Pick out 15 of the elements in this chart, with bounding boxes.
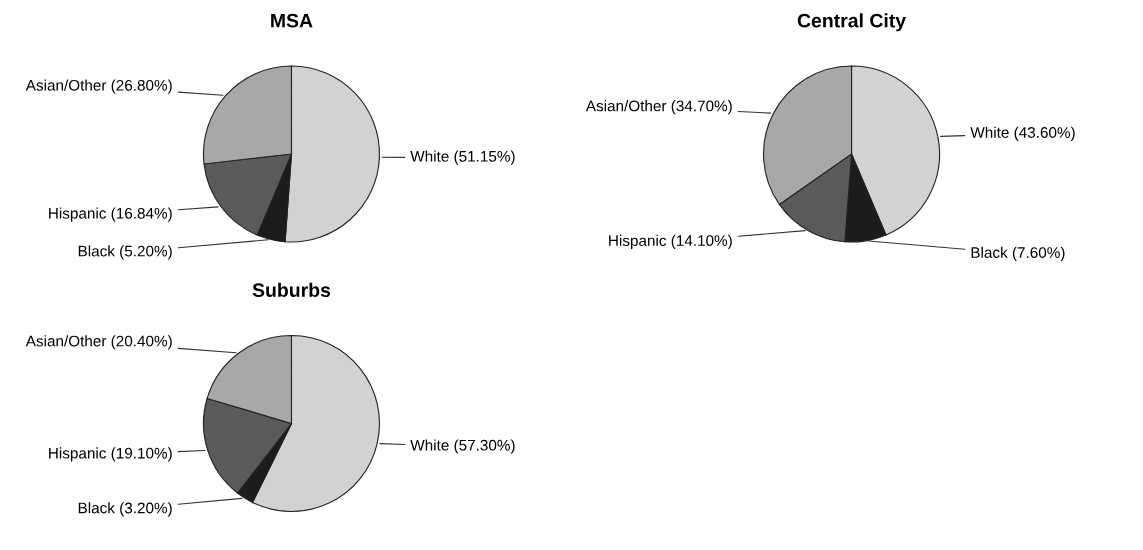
slice-label: White (51.15%) [410, 150, 515, 165]
slice-label: Hispanic (14.10%) [609, 234, 732, 250]
chart-title: Suburbs [252, 282, 331, 298]
chart-title: Central City [797, 13, 906, 32]
slice-label: Hispanic (19.10%) [49, 447, 172, 462]
slice-label: Hispanic (16.84%) [49, 207, 172, 222]
chart-title: MSA [271, 13, 313, 28]
slice-label: Asian/Other (34.70%) [585, 100, 732, 115]
slice-label: Black (7.60%) [971, 246, 1065, 261]
slice-label: Black (5.20%) [78, 245, 172, 260]
slice-label: Black (3.20%) [78, 502, 172, 517]
slice-label: White (57.30%) [410, 439, 515, 454]
slice-label: White (43.60%) [970, 126, 1075, 141]
slice-label: Asian/Other (20.40%) [25, 335, 172, 350]
slice-label: Asian/Other (26.80%) [25, 79, 172, 94]
